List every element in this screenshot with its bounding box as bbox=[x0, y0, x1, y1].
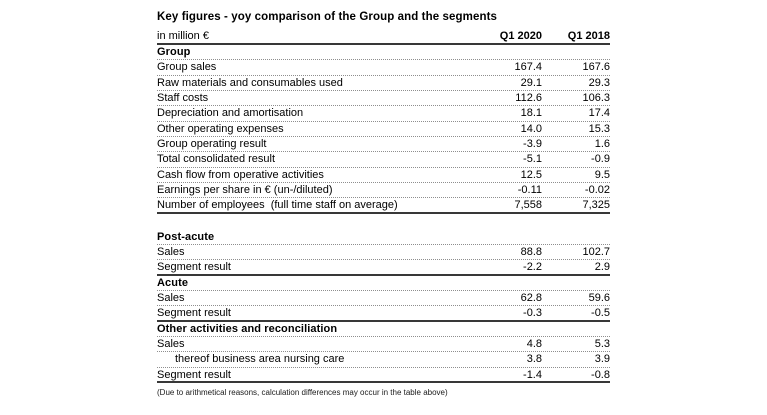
table-row: Raw materials and consumables used 29.1 … bbox=[157, 76, 610, 91]
empty-cell bbox=[542, 45, 610, 59]
value-q1-2020: 18.1 bbox=[520, 107, 542, 120]
row-label: Sales bbox=[157, 245, 185, 258]
section-group: Group Group sales 167.4 167.6 Raw materi… bbox=[157, 45, 610, 214]
section-post-acute: Post-acute Sales 88.8 102.7 Segment resu… bbox=[157, 230, 610, 276]
row-label: Cash flow from operative activities bbox=[157, 168, 324, 181]
row-label: Raw materials and consumables used bbox=[157, 76, 343, 89]
section-header-group: Group bbox=[157, 45, 610, 61]
row-label: Group operating result bbox=[157, 137, 267, 150]
row-label: thereof business area nursing care bbox=[175, 353, 345, 366]
column-header-q1-2020: Q1 2020 bbox=[499, 30, 542, 42]
table-row: Sales 88.8 102.7 bbox=[157, 245, 610, 261]
value-q1-2018: 15.3 bbox=[588, 122, 610, 135]
value-q1-2018: 9.5 bbox=[594, 168, 610, 181]
value-q1-2020: 14.0 bbox=[520, 122, 542, 135]
empty-cell bbox=[542, 230, 610, 244]
row-label: Depreciation and amortisation bbox=[157, 107, 304, 120]
value-q1-2018: -0.9 bbox=[591, 153, 610, 166]
value-q1-2020: -1.4 bbox=[523, 368, 542, 381]
value-q1-2018: 102.7 bbox=[582, 245, 610, 258]
section-title: Other activities and reconciliation bbox=[157, 322, 338, 335]
table-row: Sales 62.8 59.6 bbox=[157, 291, 610, 307]
empty-cell bbox=[454, 276, 542, 290]
row-label: Group sales bbox=[157, 61, 217, 74]
value-q1-2018: -0.02 bbox=[584, 183, 610, 196]
table-row: Sales 4.8 5.3 bbox=[157, 337, 610, 353]
row-label: Segment result bbox=[157, 368, 231, 381]
value-q1-2020: -2.2 bbox=[523, 261, 542, 274]
table-row: Segment result -2.2 2.9 bbox=[157, 260, 610, 276]
row-label: Earnings per share in € (un-/diluted) bbox=[157, 183, 333, 196]
value-q1-2020: 12.5 bbox=[520, 168, 542, 181]
value-q1-2018: 167.6 bbox=[582, 61, 610, 74]
value-q1-2018: 17.4 bbox=[588, 107, 610, 120]
value-q1-2020: -5.1 bbox=[523, 153, 542, 166]
value-q1-2018: 2.9 bbox=[594, 261, 610, 274]
value-q1-2018: -0.5 bbox=[591, 307, 610, 320]
row-label: Segment result bbox=[157, 307, 231, 320]
section-acute: Acute Sales 62.8 59.6 Segment result -0.… bbox=[157, 276, 610, 322]
value-q1-2020: -0.3 bbox=[523, 307, 542, 320]
empty-cell bbox=[454, 322, 542, 336]
value-q1-2020: 62.8 bbox=[520, 291, 542, 304]
table-row: Segment result -0.3 -0.5 bbox=[157, 306, 610, 322]
table-row-thereof: thereof business area nursing care 3.8 3… bbox=[157, 352, 610, 368]
value-q1-2018: 59.6 bbox=[588, 291, 610, 304]
section-title: Group bbox=[157, 46, 191, 58]
value-q1-2018: -0.8 bbox=[591, 368, 610, 381]
table-row: Group sales 167.4 167.6 bbox=[157, 60, 610, 76]
value-q1-2020: 3.8 bbox=[526, 353, 542, 366]
value-q1-2018: 106.3 bbox=[582, 91, 610, 104]
unit-label: in million € bbox=[157, 30, 209, 42]
footnote: (Due to arithmetical reasons, calculatio… bbox=[157, 387, 448, 397]
empty-cell bbox=[454, 230, 542, 244]
section-title: Acute bbox=[157, 276, 189, 289]
section-header-post-acute: Post-acute bbox=[157, 230, 610, 245]
value-q1-2020: 29.1 bbox=[520, 76, 542, 89]
section-header-acute: Acute bbox=[157, 276, 610, 291]
value-q1-2020: 88.8 bbox=[520, 245, 542, 258]
table-row: Number of employees (full time staff on … bbox=[157, 198, 610, 214]
value-q1-2020: -0.11 bbox=[517, 183, 542, 196]
value-q1-2018: 1.6 bbox=[594, 137, 610, 150]
section-title: Post-acute bbox=[157, 230, 215, 243]
table-row: Cash flow from operative activities 12.5… bbox=[157, 168, 610, 183]
table-row: Depreciation and amortisation 18.1 17.4 bbox=[157, 106, 610, 122]
empty-cell bbox=[542, 322, 610, 336]
table-row: Total consolidated result -5.1 -0.9 bbox=[157, 152, 610, 168]
column-header-q1-2018: Q1 2018 bbox=[567, 30, 610, 42]
key-figures-document: Key figures - yoy comparison of the Grou… bbox=[157, 10, 610, 398]
value-q1-2018: 29.3 bbox=[588, 76, 610, 89]
row-label: Sales bbox=[157, 337, 185, 350]
table-row: Group operating result -3.9 1.6 bbox=[157, 137, 610, 153]
row-label: Segment result bbox=[157, 261, 231, 274]
empty-cell bbox=[542, 276, 610, 290]
value-q1-2020: 167.4 bbox=[514, 61, 542, 74]
page-title: Key figures - yoy comparison of the Grou… bbox=[157, 11, 497, 23]
row-label: Staff costs bbox=[157, 91, 209, 104]
table-row: Segment result -1.4 -0.8 bbox=[157, 368, 610, 383]
value-q1-2020: -3.9 bbox=[523, 137, 542, 150]
value-q1-2020: 112.6 bbox=[515, 91, 542, 104]
table-row: Other operating expenses 14.0 15.3 bbox=[157, 122, 610, 137]
section-other-activities: Other activities and reconciliation Sale… bbox=[157, 322, 610, 383]
value-q1-2018: 3.9 bbox=[594, 353, 610, 366]
table-row: Earnings per share in € (un-/diluted) -0… bbox=[157, 183, 610, 199]
row-label: Other operating expenses bbox=[157, 122, 284, 135]
value-q1-2020: 4.8 bbox=[526, 337, 542, 350]
row-label: Number of employees (full time staff on … bbox=[157, 199, 398, 212]
row-label: Sales bbox=[157, 291, 185, 304]
value-q1-2020: 7,558 bbox=[514, 199, 542, 212]
empty-cell bbox=[454, 45, 542, 59]
value-q1-2018: 5.3 bbox=[594, 337, 610, 350]
value-q1-2018: 7,325 bbox=[582, 199, 610, 212]
section-header-other-activities: Other activities and reconciliation bbox=[157, 322, 610, 337]
table-header-row: in million € Q1 2020 Q1 2018 bbox=[157, 28, 610, 45]
table-row: Staff costs 112.6 106.3 bbox=[157, 91, 610, 107]
row-label: Total consolidated result bbox=[157, 153, 276, 166]
